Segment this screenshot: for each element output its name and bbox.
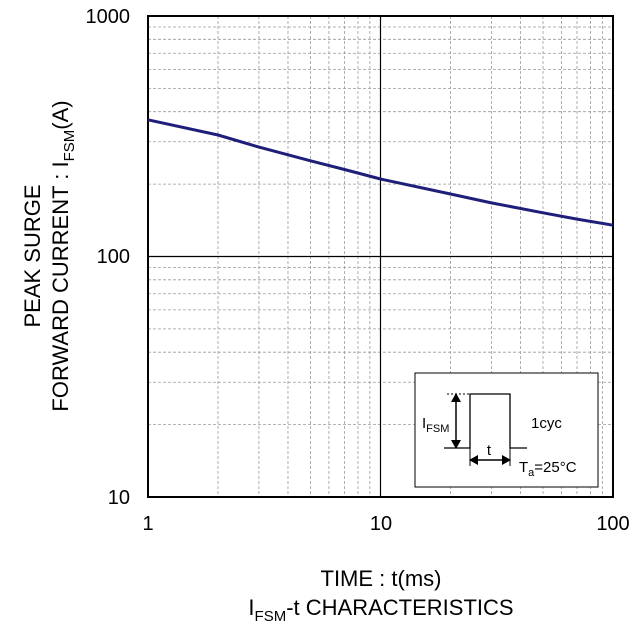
y-axis-title-line1: PEAK SURGE <box>20 184 45 327</box>
series-line <box>147 118 614 227</box>
y-tick-label: 1000 <box>86 6 131 28</box>
inset-t-label: t <box>487 442 492 459</box>
y-tick-label: 10 <box>108 487 130 509</box>
plot-frame <box>147 15 614 498</box>
t-arrowhead-left <box>469 455 478 465</box>
x-tick-label: 1 <box>142 513 153 535</box>
pulse-waveform <box>444 393 527 449</box>
ifsm-arrowhead-bottom <box>451 440 461 449</box>
inset-cycle-label: 1cyc <box>531 415 562 432</box>
y-axis-title-line2: FORWARD CURRENT : IFSM(A) <box>48 100 78 411</box>
ifsm-arrowhead-top <box>451 393 461 402</box>
x-tick-label: 10 <box>370 513 392 535</box>
x-tick-label: 100 <box>596 513 629 535</box>
y-tick-label: 100 <box>97 246 130 268</box>
t-arrowhead-right <box>502 455 511 465</box>
inset-ifsm-label: IFSM <box>422 415 449 435</box>
inset-temp-label: Ta=25°C <box>519 459 577 479</box>
inset-box: IFSM t 1cyc Ta=25°C <box>414 372 599 488</box>
series-layer <box>147 118 614 227</box>
x-axis-title: TIME : t(ms) <box>321 566 442 591</box>
chart-caption: IFSM-t CHARACTERISTICS <box>248 595 513 625</box>
